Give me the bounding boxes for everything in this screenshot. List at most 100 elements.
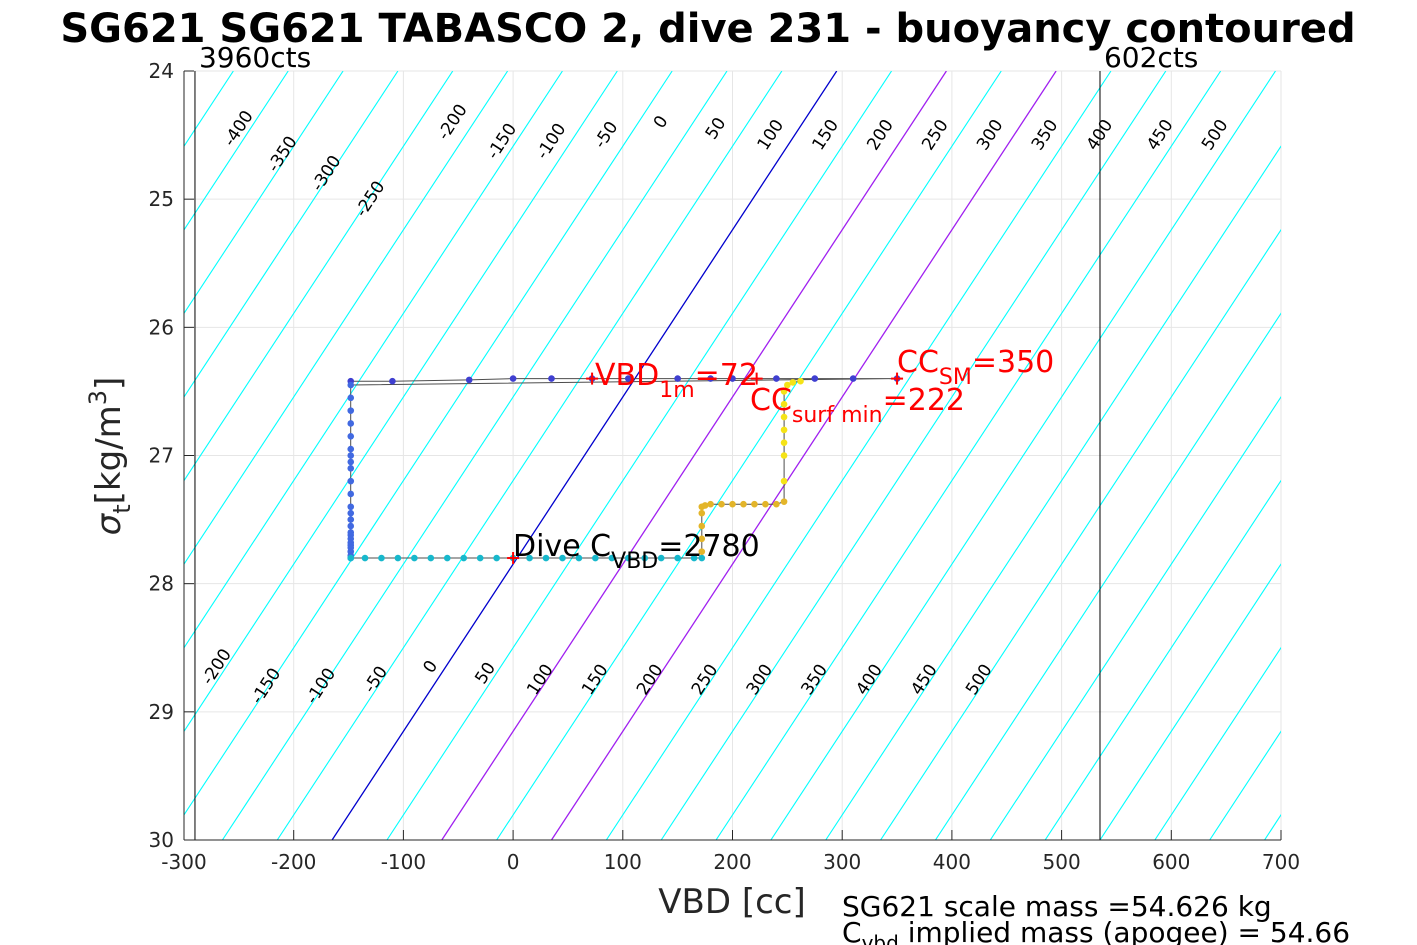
data-point-climb-deep: [698, 548, 706, 555]
contour-labels: -400-350 -300-250-200 -150 -100 -50 0 50 100 150…: [198, 101, 1232, 708]
data-point-climb-deep: [780, 498, 788, 505]
contour-label: -300: [308, 152, 346, 195]
data-point-climb-surface: [729, 375, 736, 382]
cc-sm-value: =350: [972, 345, 1054, 380]
contour-line: [221, 71, 728, 840]
data-point-climb-surface: [624, 375, 632, 382]
contour-line: [1099, 563, 1281, 840]
chart-title: SG621 SG621 TABASCO 2, dive 231 - buoyan…: [60, 6, 1355, 52]
vbd-limit-label: 602cts: [1104, 41, 1198, 74]
y-tick-label: 28: [149, 572, 174, 596]
data-point-descent-column: [347, 381, 355, 389]
data-point-climb-deep: [784, 381, 791, 389]
data-point-climb-deep: [780, 388, 788, 395]
data-point-climb-surface: [707, 375, 714, 382]
y-tick-label: 26: [149, 315, 174, 339]
contour-label: 450: [1143, 116, 1178, 154]
data-point-bottom: [690, 554, 698, 562]
contour-line: [331, 71, 838, 840]
y-tick-label: 25: [149, 187, 174, 211]
contour-line: [184, 71, 509, 566]
contour-label: 400: [1083, 116, 1118, 154]
x-tick-label: 700: [1262, 850, 1300, 874]
dive-data: [347, 375, 901, 562]
data-point-climb-deep: [707, 500, 714, 508]
y-label-sub: t: [108, 504, 136, 513]
contour-label: -100: [533, 120, 571, 163]
contour-line: [496, 71, 1002, 840]
data-point-descent-column: [347, 477, 355, 485]
contour-label: -200: [198, 645, 236, 688]
vbd-1m-value: =72: [695, 358, 758, 393]
contour-line: [386, 71, 893, 840]
data-point-bottom: [542, 554, 550, 562]
y-label-close: ]: [89, 377, 129, 390]
contour-line: [1154, 646, 1281, 840]
x-tick-label: 100: [604, 850, 642, 874]
contour-label: -50: [360, 663, 392, 697]
data-point-descent-column: [347, 509, 355, 517]
implied-rest: implied mass (apogee) = 54.66: [899, 916, 1350, 945]
data-point-climb-deep: [780, 477, 788, 485]
y-axis-label: σt[kg/m3]: [84, 377, 136, 536]
data-point-bottom: [411, 554, 418, 562]
x-tick-label: -300: [161, 850, 206, 874]
data-point-descent-column: [347, 490, 355, 498]
data-point-climb-deep: [698, 522, 706, 530]
axes: -300 -200 -100 0 100 200 300 400 500 600 700242526…: [149, 59, 1301, 874]
contour-line: [715, 71, 1222, 840]
contour-label: 100: [523, 661, 558, 699]
data-point-descent-column: [347, 420, 355, 427]
data-point-descent-column: [347, 465, 355, 472]
contour-line: [1264, 813, 1281, 840]
contour-line: [184, 71, 344, 315]
data-point-bottom: [460, 554, 468, 562]
y-label-unit: [kg/m: [89, 405, 129, 504]
contour-line: [1319, 71, 1417, 840]
contour-line: [605, 71, 1112, 840]
contour-label: 250: [688, 661, 723, 699]
annotation-dive-cvbd: Dive CVBD=2780: [513, 529, 760, 574]
data-point-climb-deep: [780, 452, 788, 459]
x-tick-label: 600: [1152, 850, 1190, 874]
contour-line: [184, 71, 673, 816]
contour-line: [276, 71, 783, 840]
implied-mass-text: Cvbd implied mass (apogee) = 54.66: [842, 916, 1350, 945]
contour-label: 50: [471, 659, 500, 688]
data-point-bottom: [493, 554, 500, 562]
cc-surf-min-base: CC: [750, 383, 792, 418]
data-point-climb-deep: [740, 500, 747, 508]
data-point-bottom: [476, 554, 484, 562]
data-point-bottom: [674, 554, 681, 562]
data-point-descent-column: [347, 516, 355, 523]
data-point-bottom: [378, 554, 385, 562]
data-point-climb-deep: [751, 500, 758, 508]
contour-label: 500: [1198, 116, 1233, 154]
y-label-sigma: σ: [89, 512, 129, 535]
data-point-climb-deep: [780, 439, 788, 446]
contour-label: 450: [907, 661, 942, 699]
data-point-descent-column: [347, 458, 355, 466]
contour-line: [825, 145, 1281, 840]
contour-label: 100: [754, 116, 789, 154]
contour-line: [0, 71, 69, 840]
data-point-climb-deep: [698, 535, 706, 543]
data-point-climb-surface: [674, 375, 681, 382]
contour-line: [0, 71, 14, 840]
data-point-climb-deep: [780, 400, 788, 408]
contour-line: [1044, 479, 1281, 840]
contour-line: [184, 71, 563, 649]
data-point-descent-column: [347, 503, 355, 511]
data-point-climb-surface: [389, 377, 396, 385]
data-point-descent-column: [347, 522, 355, 530]
data-point-bottom: [427, 554, 435, 562]
contour-label: -100: [302, 665, 340, 708]
contour-label: 200: [633, 661, 668, 699]
implied-base: C: [842, 916, 862, 945]
dive-cvbd-value: =2780: [658, 529, 759, 564]
contour-line: [441, 71, 947, 840]
contour-label: 150: [808, 116, 843, 154]
contour-label: -350: [264, 133, 302, 176]
vbd-1m-base: VBD: [595, 358, 659, 393]
contour-label: 0: [650, 112, 673, 132]
